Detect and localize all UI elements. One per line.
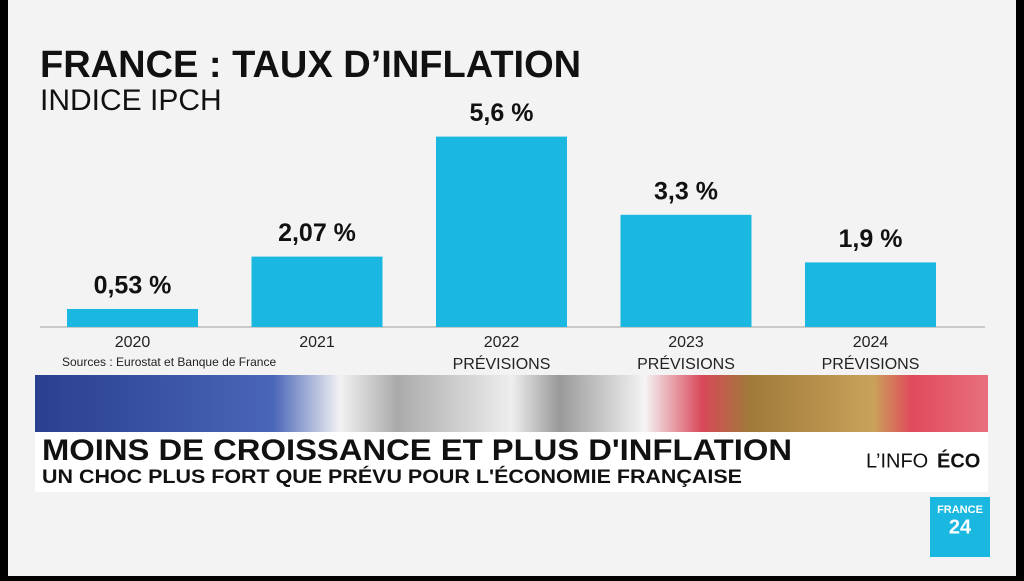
bar [620, 214, 752, 327]
x-tick-note: PRÉVISIONS [453, 354, 551, 373]
value-label: 5,6 % [470, 99, 534, 127]
x-tick-note: PRÉVISIONS [637, 354, 735, 373]
x-tick-label: 2020 [115, 334, 151, 351]
image-strip [35, 375, 988, 432]
logo-line1: FRANCE [937, 504, 983, 516]
value-label: 3,3 % [654, 177, 718, 205]
x-tick-note: PRÉVISIONS [822, 354, 920, 373]
subheadline: UN CHOC PLUS FORT QUE PRÉVU POUR L'ÉCONO… [42, 466, 742, 488]
chart-title: FRANCE : TAUX D’INFLATION [40, 44, 581, 86]
x-tick-label: 2024 [853, 334, 889, 351]
chart-subtitle: INDICE IPCH [40, 84, 222, 117]
value-label: 2,07 % [278, 219, 356, 247]
x-tick-label: 2021 [299, 334, 335, 351]
headline: MOINS DE CROISSANCE ET PLUS D'INFLATION [42, 434, 792, 467]
value-label: 0,53 % [94, 272, 172, 300]
bar [67, 308, 198, 327]
logo-line2: 24 [949, 516, 972, 538]
bar [436, 136, 567, 327]
x-tick-label: 2023 [668, 334, 704, 351]
logo [930, 497, 990, 557]
banner [35, 432, 988, 492]
bar [251, 256, 383, 327]
x-tick-label: 2022 [484, 334, 520, 351]
bar [805, 262, 936, 327]
source: Sources : Eurostat et Banque de France [62, 355, 276, 369]
value-label: 1,9 % [839, 225, 903, 253]
program-bold: ÉCO [937, 449, 980, 472]
program: L’INFO [866, 450, 928, 472]
